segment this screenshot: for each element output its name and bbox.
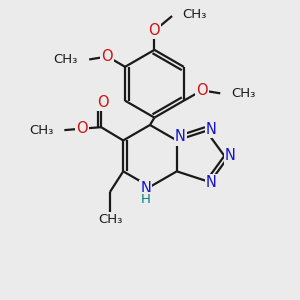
Text: O: O [196,83,208,98]
Text: O: O [148,23,160,38]
Text: H: H [141,193,151,206]
Text: O: O [102,49,113,64]
Text: CH₃: CH₃ [98,213,122,226]
Text: CH₃: CH₃ [54,53,78,66]
Text: CH₃: CH₃ [231,87,256,100]
Text: N: N [206,122,217,137]
Text: N: N [175,129,186,144]
Text: N: N [140,181,151,196]
Text: O: O [76,121,88,136]
Text: N: N [206,175,217,190]
Text: CH₃: CH₃ [182,8,207,21]
Text: CH₃: CH₃ [29,124,53,136]
Text: N: N [225,148,236,164]
Text: O: O [97,95,108,110]
